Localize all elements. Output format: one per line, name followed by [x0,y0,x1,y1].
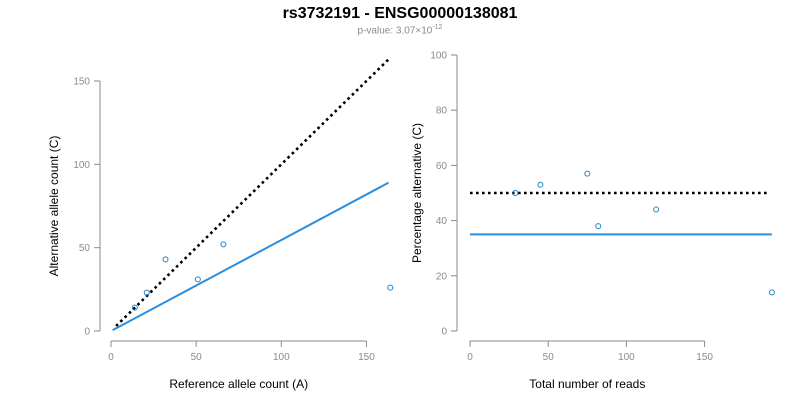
chart-1-y-axis-title: Alternative allele count (C) [47,136,61,277]
chart-2-y-tick: 80 [436,106,457,117]
chart-2-y-tick-label: 40 [436,216,448,227]
chart-1-x-tick: 0 [108,341,114,363]
chart-2-y-tick: 0 [441,327,457,338]
chart-1-x-tick-label: 0 [108,352,114,363]
chart-2-data-point [768,289,775,296]
chart-1-data-point [162,256,169,263]
pvalue-exponent: -12 [432,24,443,31]
chart-1-y-tick-label: 150 [73,77,90,88]
chart-1-data-point [143,289,150,296]
chart-2-y-tick-label: 80 [436,106,448,117]
chart-2-x-tick: 150 [696,341,713,363]
chart-1-y-tick: 150 [73,77,100,88]
chart-2-x-tick-label: 50 [543,352,555,363]
chart-1-x-tick: 50 [191,341,203,363]
chart-2-x-tick: 0 [467,341,473,363]
chart-2-y-tick-label: 0 [441,327,447,338]
chart-2-x-tick: 100 [618,341,635,363]
chart-1-data-point [131,304,138,311]
chart-2-data-point [595,223,602,230]
chart-1-data-point [387,284,394,291]
chart-1-data-point [220,241,227,248]
chart-2-y-tick-label: 60 [436,161,448,172]
chart-1-y-tick-label: 100 [73,160,90,171]
chart-1-x-tick-label: 100 [273,352,290,363]
chart-1-x-tick-label: 150 [358,352,375,363]
chart-2-x-tick-label: 0 [467,352,473,363]
chart-2-data-point [512,190,519,196]
pvalue-times: ×10 [415,25,433,37]
chart-subtitle: p-value: 3.07×10-12 [0,24,800,36]
chart-2-x-tick: 50 [543,341,555,363]
chart-1-x-tick-label: 50 [191,352,203,363]
chart-2-x-tick-label: 100 [618,352,635,363]
chart-2-y-tick-label: 20 [436,271,448,282]
chart-title: rs3732191 - ENSG00000138081 [282,5,518,22]
chart-2-y-tick: 40 [436,216,457,227]
chart-2-data-point [653,206,660,213]
chart-1-y-tick-label: 50 [79,243,91,254]
chart-2-y-tick: 20 [436,271,457,282]
chart-2-data-point [584,170,591,177]
chart-2-y-axis-title: Percentage alternative (C) [410,123,424,263]
chart-1-y-tick: 100 [73,160,100,171]
chart-1-y-tick-label: 0 [84,327,90,338]
chart-2-y-tick: 100 [430,51,457,62]
chart-1-x-tick: 100 [273,341,290,363]
chart-1-y-tick: 0 [84,327,100,338]
chart-1-x-tick: 150 [358,341,375,363]
chart-1-y-tick: 50 [79,243,100,254]
chart-2-x-axis-title: Total number of reads [529,377,645,391]
pvalue-text: p-value: 3.07 [357,25,416,37]
chart-2-x-tick-label: 150 [696,352,713,363]
chart-2-y-tick-label: 100 [430,51,447,62]
chart-1-x-axis-title: Reference allele count (A) [169,377,308,391]
chart-1-data-point [194,276,201,283]
chart-2-y-tick: 60 [436,161,457,172]
chart-1-fit-line [112,181,390,332]
chart-2-data-point [537,181,544,188]
